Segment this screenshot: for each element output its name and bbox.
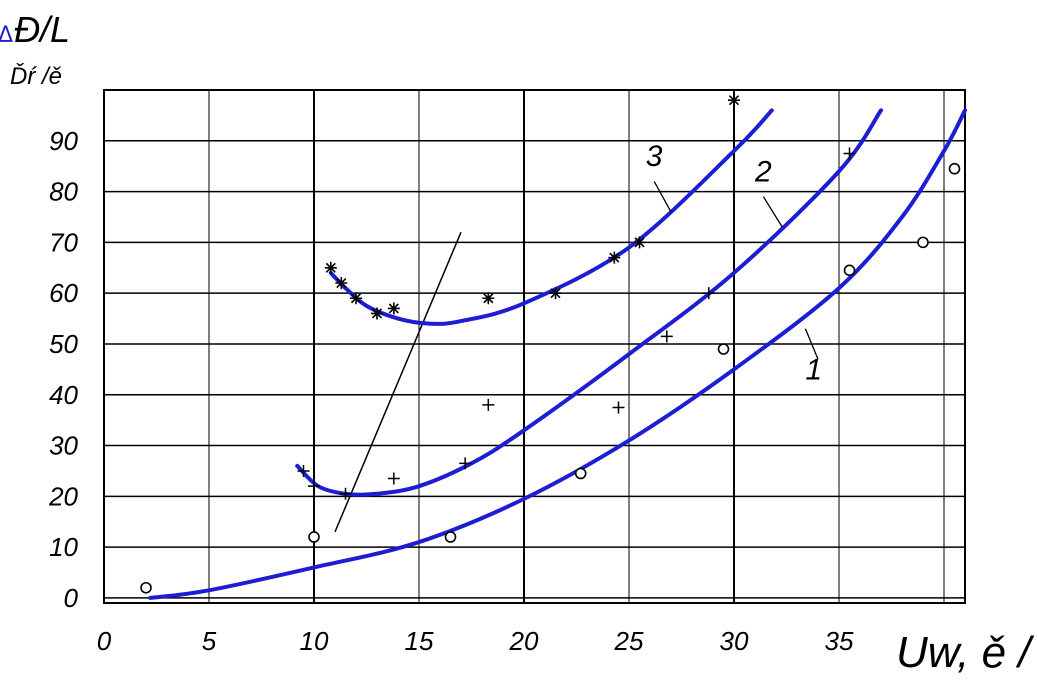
y-tick-label: 30: [49, 431, 78, 461]
y-tick-label: 50: [49, 329, 78, 359]
data-point-series-3: [335, 277, 348, 290]
annotations: [334, 231, 462, 533]
grid: [103, 89, 966, 604]
y-tick-label: 40: [49, 380, 78, 410]
data-point-series-3: [371, 307, 383, 320]
data-point-series-3: [350, 292, 362, 305]
x-tick-label: 15: [405, 626, 434, 656]
data-point-series-3: [608, 251, 621, 264]
data-point-series-3: [549, 287, 562, 300]
data-point-series-2: [660, 330, 673, 343]
annotation-line: [334, 231, 462, 533]
x-tick-labels: 0 5 10 15 20 25 30 35: [97, 626, 854, 656]
curve-series-2: [295, 108, 883, 497]
data-point-series-1: [444, 531, 457, 543]
data-point-series-2: [339, 487, 352, 500]
data-point-series-2: [612, 401, 625, 414]
curve-label-2: 2: [754, 155, 772, 188]
x-tick-label: 25: [614, 626, 644, 656]
data-points: [140, 94, 961, 594]
curve-series-3: [328, 108, 774, 326]
x-axis-label: Uw, ě /: [896, 628, 1034, 677]
data-point-series-1: [917, 236, 929, 249]
data-point-series-2: [308, 480, 320, 493]
data-point-series-3: [324, 261, 337, 274]
data-point-series-3: [633, 236, 646, 249]
curve-label-1: 1: [805, 354, 822, 387]
curve-series-1: [148, 108, 967, 600]
curve-label-3: 3: [646, 140, 663, 173]
y-tick-label: 90: [49, 126, 78, 156]
y-tick-label: 0: [64, 583, 79, 613]
curve-label-leader: [804, 328, 819, 360]
y-axis-delta-symbol: Δ: [0, 23, 13, 48]
series-curves: [148, 108, 967, 600]
data-point-series-2: [482, 398, 495, 411]
curve-labels: 1 2 3: [646, 140, 822, 386]
curve-label-leader: [762, 196, 783, 228]
data-point-series-2: [459, 457, 472, 470]
y-axis-unit: Ďŕ /ě: [10, 63, 62, 90]
data-point-series-2: [387, 472, 400, 485]
data-point-series-3: [728, 94, 740, 107]
x-tick-label: 35: [825, 626, 854, 656]
y-tick-labels: 0 10 20 30 40 50 60 70 80 90: [48, 126, 78, 613]
y-axis-label: Đ/L: [14, 9, 70, 50]
plot-frame: [103, 89, 966, 604]
y-tick-label: 60: [49, 278, 78, 308]
data-point-series-1: [140, 581, 152, 594]
data-point-series-1: [717, 343, 730, 355]
data-point-series-1: [308, 531, 320, 543]
data-point-series-2: [297, 464, 310, 477]
y-tick-label: 70: [49, 227, 78, 257]
x-tick-label: 10: [300, 626, 329, 656]
data-point-series-1: [843, 264, 856, 277]
x-tick-label: 20: [509, 626, 539, 656]
x-tick-label: 5: [202, 626, 217, 656]
y-tick-label: 10: [49, 532, 78, 562]
data-point-series-1: [574, 467, 587, 480]
data-point-series-2: [702, 287, 715, 300]
data-point-series-3: [387, 302, 400, 315]
y-tick-label: 20: [48, 481, 78, 511]
x-tick-label: 30: [720, 626, 749, 656]
data-point-series-1: [948, 162, 961, 175]
data-point-series-3: [482, 292, 495, 305]
x-tick-label: 0: [97, 626, 112, 656]
data-point-series-2: [843, 147, 856, 160]
y-tick-label: 80: [49, 177, 78, 207]
curve-label-leader: [653, 181, 672, 213]
